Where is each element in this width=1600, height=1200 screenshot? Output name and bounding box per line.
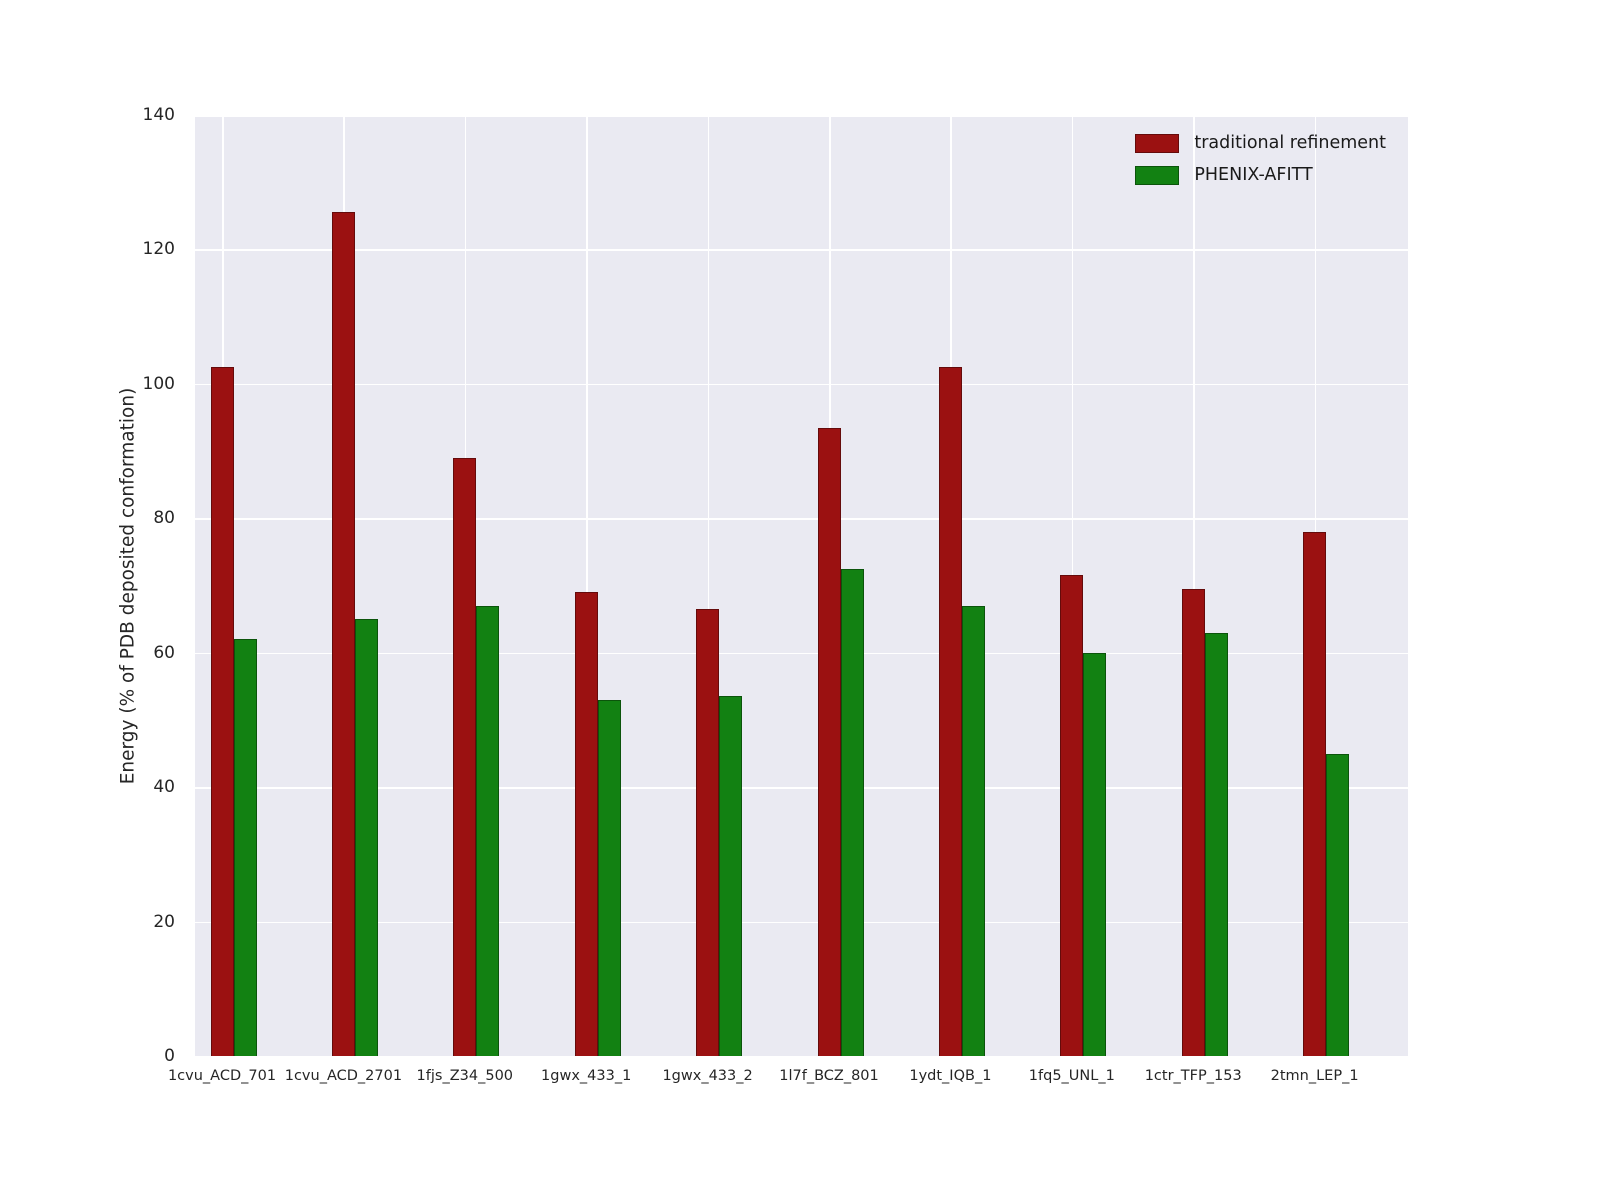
y-tick-label: 80 [153, 508, 175, 529]
bar-phenix-afitt [961, 605, 985, 1056]
y-tick-label: 0 [164, 1046, 175, 1066]
bar-traditional-refinement [453, 457, 477, 1056]
bar-traditional-refinement [331, 212, 355, 1056]
legend-swatch-icon [1135, 133, 1180, 153]
bar-phenix-afitt [233, 639, 257, 1056]
gridline-horizontal [195, 1056, 1408, 1058]
x-tick-label: 1fjs_Z34_500 [416, 1068, 514, 1084]
legend-label: traditional refinement [1194, 133, 1386, 153]
y-tick-label: 60 [153, 642, 175, 663]
y-tick-label: 40 [153, 777, 175, 798]
bar-traditional-refinement [1181, 588, 1205, 1056]
gridline-horizontal [195, 652, 1408, 655]
bar-traditional-refinement [210, 367, 234, 1056]
x-tick-labels: 1cvu_ACD_701 1cvu_ACD_2701 1fjs_Z34_500 1gw… [168, 1068, 1408, 1098]
y-tick-label: 140 [142, 105, 175, 125]
bars-layer [195, 115, 1408, 1056]
x-tick-label: 1gwx_433_1 [541, 1068, 632, 1084]
x-tick-label: 1ydt_IQB_1 [909, 1068, 992, 1084]
gridline-horizontal [195, 115, 1408, 117]
bar-phenix-afitt [719, 696, 743, 1056]
gridline-vertical [586, 115, 588, 1056]
bar-traditional-refinement [1303, 531, 1327, 1056]
x-tick-label: 2tmn_LEP_1 [1270, 1068, 1359, 1084]
bar-traditional-refinement [696, 609, 720, 1056]
legend-item: traditional refinement [1135, 133, 1386, 153]
legend-swatch-icon [1135, 165, 1180, 185]
gridline-horizontal [195, 383, 1408, 386]
gridline-vertical [1193, 115, 1195, 1056]
legend-item: PHENIX-AFITT [1135, 165, 1386, 185]
plot-area: traditional refinement PHENIX-AFITT [195, 115, 1408, 1058]
y-tick-label: 120 [142, 239, 175, 260]
bar-phenix-afitt [1326, 753, 1350, 1056]
gridline-horizontal [195, 518, 1408, 520]
bar-phenix-afitt [476, 605, 500, 1056]
x-tick-label: 1ctr_TFP_153 [1144, 1068, 1242, 1084]
bar-traditional-refinement [574, 592, 598, 1056]
legend-label: PHENIX-AFITT [1194, 165, 1313, 185]
x-tick-label: 1fq5_UNL_1 [1028, 1068, 1115, 1084]
x-tick-label: 1l7f_BCZ_801 [779, 1068, 879, 1084]
bar-traditional-refinement [1060, 575, 1084, 1056]
y-tick-label: 100 [142, 373, 175, 394]
bar-phenix-afitt [354, 619, 378, 1056]
y-tick-labels: 0 20 40 60 80 100 120 140 [0, 107, 183, 1065]
y-tick-label: 20 [153, 911, 175, 932]
gridline-horizontal [195, 249, 1408, 251]
gridline-horizontal [195, 921, 1408, 924]
x-tick-label: 1gwx_433_2 [662, 1068, 753, 1084]
gridline-vertical [707, 115, 710, 1056]
x-tick-label: 1cvu_ACD_701 [167, 1068, 277, 1084]
bar-phenix-afitt [840, 568, 864, 1056]
legend: traditional refinement PHENIX-AFITT [1135, 133, 1386, 185]
bar-phenix-afitt [597, 699, 621, 1056]
bar-traditional-refinement [817, 427, 841, 1056]
bar-traditional-refinement [938, 367, 962, 1056]
bar-phenix-afitt [1204, 632, 1228, 1056]
bar-phenix-afitt [1083, 652, 1107, 1056]
gridline-horizontal [195, 787, 1408, 789]
x-tick-label: 1cvu_ACD_2701 [284, 1068, 403, 1084]
